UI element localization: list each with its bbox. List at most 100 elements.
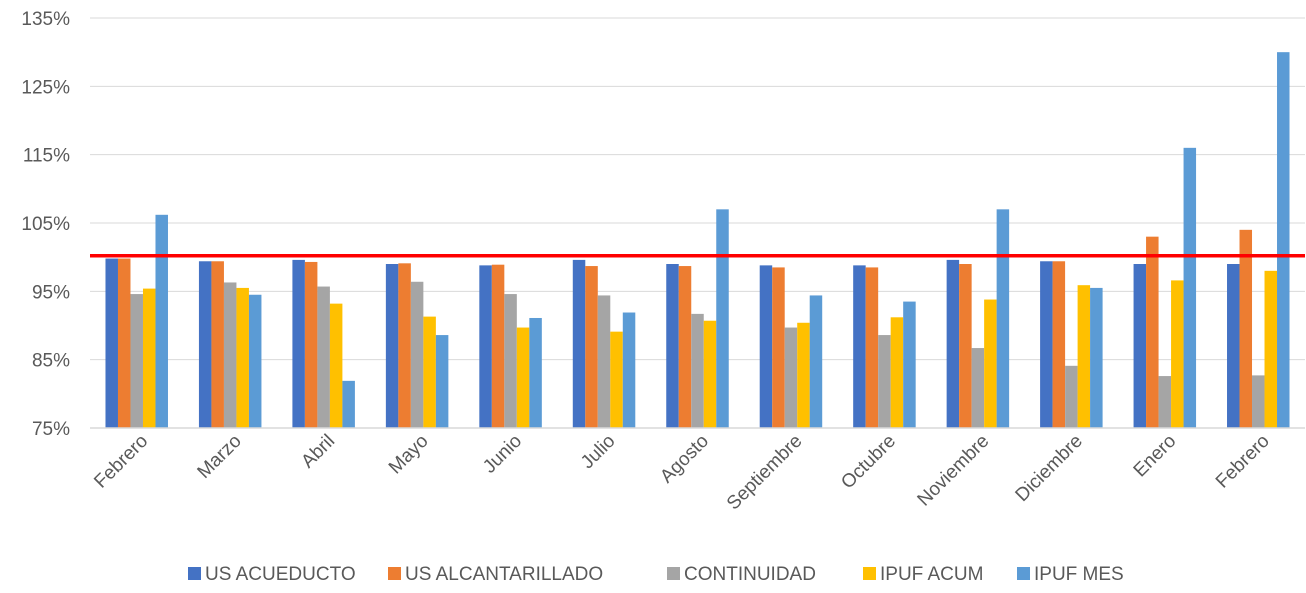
bar xyxy=(1052,261,1066,428)
y-tick-label: 85% xyxy=(32,351,70,372)
bar xyxy=(435,335,449,428)
bar xyxy=(772,267,785,428)
bar xyxy=(529,317,542,428)
bar xyxy=(678,266,692,428)
legend-item: US ALCANTARILLADO xyxy=(388,564,603,585)
bar xyxy=(423,316,436,428)
legend-label: IPUF MES xyxy=(1034,564,1124,585)
bar xyxy=(329,303,343,428)
legend: US ACUEDUCTO US ALCANTARILLADO CONTINUIDAD… xyxy=(188,564,1124,585)
bar xyxy=(1133,264,1147,428)
x-tick-label: Febrero xyxy=(1212,431,1274,493)
bar xyxy=(984,299,997,428)
bar xyxy=(1171,280,1184,428)
legend-label: US ALCANTARILLADO xyxy=(405,564,603,585)
bar xyxy=(1183,147,1197,429)
bar xyxy=(572,259,586,428)
bar xyxy=(155,214,168,428)
bar xyxy=(1264,270,1278,428)
bar xyxy=(1090,287,1103,428)
bar xyxy=(996,209,1010,428)
bar xyxy=(410,281,424,428)
bar xyxy=(211,261,224,428)
bar xyxy=(304,261,318,428)
legend-label: US ACUEDUCTO xyxy=(205,564,356,585)
bar xyxy=(491,264,505,428)
bar xyxy=(1077,285,1091,428)
x-tick-label: Noviembre xyxy=(914,431,994,511)
bar xyxy=(809,295,823,428)
bar xyxy=(959,264,972,428)
y-tick-label: 105% xyxy=(21,214,70,235)
bar xyxy=(130,294,143,428)
bar xyxy=(516,327,530,428)
bars xyxy=(105,52,1290,429)
x-tick-label: Junio xyxy=(479,431,526,478)
bar xyxy=(292,259,305,428)
x-tick-label: Enero xyxy=(1130,431,1181,482)
y-tick-label: 95% xyxy=(32,282,70,303)
bar xyxy=(236,287,249,428)
bar xyxy=(759,265,773,428)
x-tick-label: Febrero xyxy=(90,431,152,493)
legend-item: IPUF ACUM xyxy=(863,564,983,585)
bar xyxy=(223,282,237,428)
bar xyxy=(342,380,355,428)
x-tick-label: Abril xyxy=(297,431,339,473)
legend-item: CONTINUIDAD xyxy=(667,564,816,585)
bar xyxy=(946,259,960,428)
bar xyxy=(105,258,118,428)
legend-item: IPUF MES xyxy=(1017,564,1124,585)
bar xyxy=(878,335,891,428)
bar xyxy=(1239,229,1253,428)
x-tick-label: Marzo xyxy=(194,431,246,483)
bar xyxy=(703,320,717,428)
legend-label: IPUF ACUM xyxy=(880,564,983,585)
bar xyxy=(1277,52,1290,429)
bar xyxy=(1227,264,1240,428)
bar xyxy=(1065,365,1078,428)
bar xyxy=(716,209,729,428)
bar xyxy=(666,264,679,428)
bar xyxy=(1252,375,1265,428)
x-axis-tick-labels: Febrero Marzo Abril Mayo Junio Julio Agosto Sep… xyxy=(90,431,1273,515)
bar xyxy=(597,295,611,428)
bar xyxy=(903,301,916,428)
gridlines xyxy=(90,17,1305,361)
legend-swatch xyxy=(1017,567,1030,580)
legend-swatch xyxy=(388,567,401,580)
y-tick-label: 115% xyxy=(23,146,70,167)
y-axis-tick-labels: 75% 85% 95% 105% 115% 125% 135% xyxy=(21,9,70,440)
bar xyxy=(853,265,866,428)
bar xyxy=(1158,376,1172,428)
bar xyxy=(398,263,411,428)
x-tick-label: Diciembre xyxy=(1012,431,1087,506)
bar xyxy=(610,331,623,428)
bar xyxy=(504,294,517,428)
legend-label: CONTINUIDAD xyxy=(684,564,816,585)
bar xyxy=(142,288,156,428)
bar xyxy=(385,264,399,428)
x-tick-label: Octubre xyxy=(837,431,900,494)
bar xyxy=(1040,261,1053,428)
bar xyxy=(479,265,492,428)
bar xyxy=(198,261,212,428)
bar xyxy=(317,286,330,428)
x-tick-label: Septiembre xyxy=(723,431,807,515)
bar xyxy=(585,266,598,428)
bar xyxy=(890,317,904,428)
bar xyxy=(971,348,985,428)
bar xyxy=(784,327,798,428)
x-tick-label: Agosto xyxy=(656,431,713,488)
legend-swatch xyxy=(188,567,201,580)
y-tick-label: 135% xyxy=(21,9,70,30)
bar xyxy=(248,294,262,428)
x-tick-label: Julio xyxy=(577,431,619,473)
y-tick-label: 75% xyxy=(32,419,70,440)
bar xyxy=(691,313,704,428)
bar xyxy=(865,267,879,428)
bar xyxy=(797,322,810,428)
y-tick-label: 125% xyxy=(21,77,70,98)
bar xyxy=(117,258,131,428)
